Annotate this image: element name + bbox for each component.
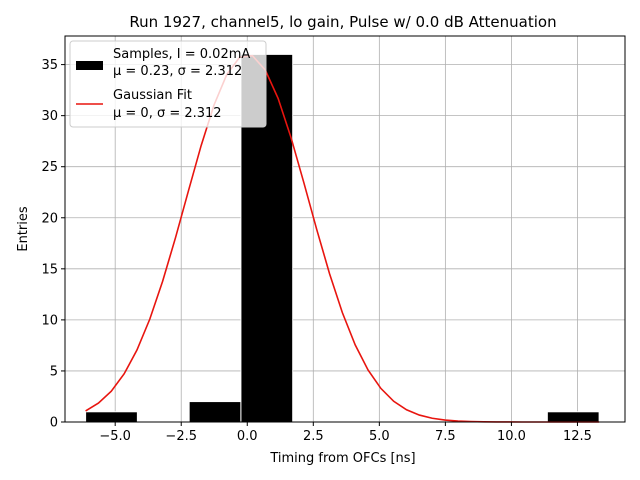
- x-tick-label: 10.0: [497, 429, 526, 444]
- legend-samples-stats: μ = 0.23, σ = 2.312: [113, 64, 242, 79]
- legend: Samples, I = 0.02mA μ = 0.23, σ = 2.312 …: [69, 40, 267, 128]
- y-tick-label: 0: [50, 416, 58, 431]
- x-axis-ticks: −5.0 −2.5 0.0 2.5 5.0 7.5 10.0 12.5: [99, 422, 592, 444]
- legend-fit-sigma: σ = 2.312: [157, 106, 222, 121]
- legend-box: [69, 40, 267, 128]
- chart-title: Run 1927, channel5, lo gain, Pulse w/ 0.…: [129, 13, 556, 31]
- legend-samples-swatch: [76, 61, 103, 70]
- x-tick-label: 12.5: [563, 429, 592, 444]
- y-tick-label: 15: [41, 262, 58, 277]
- x-tick-label: 5.0: [369, 429, 390, 444]
- legend-samples-mu: μ = 0.23,: [113, 64, 178, 79]
- y-axis-label: Entries: [16, 206, 31, 252]
- legend-fit-label: Gaussian Fit: [113, 88, 192, 103]
- legend-fit-stats: μ = 0, σ = 2.312: [113, 106, 222, 121]
- histogram-bar: [85, 411, 138, 423]
- grid: [65, 36, 625, 423]
- legend-samples-label: Samples, I = 0.02mA: [113, 47, 250, 62]
- y-tick-label: 5: [50, 364, 58, 379]
- y-tick-label: 20: [41, 211, 58, 226]
- x-tick-label: −5.0: [99, 429, 131, 444]
- y-tick-label: 30: [41, 109, 58, 124]
- y-axis-ticks: 0 5 10 15 20 25 30 35: [41, 58, 65, 431]
- y-tick-label: 10: [41, 313, 58, 328]
- legend-samples-sigma: σ = 2.312: [178, 64, 243, 79]
- x-tick-label: 2.5: [303, 429, 324, 444]
- x-tick-label: 0.0: [237, 429, 258, 444]
- legend-fit-mu: μ = 0,: [113, 106, 157, 121]
- y-tick-label: 35: [41, 58, 58, 73]
- x-tick-label: −2.5: [165, 429, 197, 444]
- plot-frame: [64, 35, 626, 423]
- histogram-bar: [188, 401, 242, 423]
- histogram-bar: [546, 411, 600, 423]
- x-axis-label: Timing from OFCs [ns]: [269, 451, 415, 466]
- x-tick-label: 7.5: [435, 429, 456, 444]
- y-tick-label: 25: [41, 160, 58, 175]
